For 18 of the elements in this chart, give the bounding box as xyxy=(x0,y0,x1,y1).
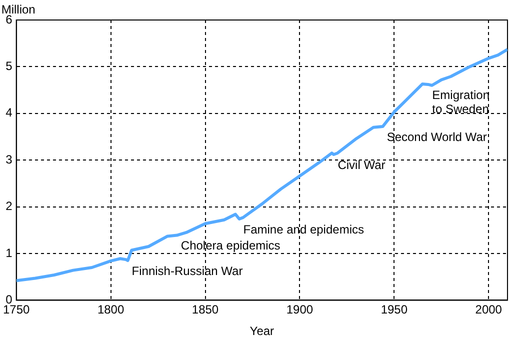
y-tick-label: 3 xyxy=(6,152,13,166)
y-tick-label: 4 xyxy=(6,106,13,120)
annotation: Civil War xyxy=(338,158,386,172)
x-tick-label: 2000 xyxy=(475,302,502,317)
annotation: Finnish-Russian War xyxy=(132,264,243,278)
y-tick-label: 2 xyxy=(6,199,13,214)
x-tick-label: 1850 xyxy=(192,302,219,317)
x-axis-title: Year xyxy=(250,324,274,338)
x-tick-label: 1950 xyxy=(380,302,408,317)
annotation: Cholera epidemics xyxy=(180,238,280,253)
x-tick-label: 1800 xyxy=(97,302,124,317)
y-tick-label: 5 xyxy=(6,59,13,74)
x-tick-label: 1900 xyxy=(286,302,314,317)
annotation: Second World War xyxy=(386,130,487,144)
x-tick-label: 1750 xyxy=(2,302,30,317)
annotation: Famine and epidemics xyxy=(243,222,364,236)
y-tick-label: 1 xyxy=(6,246,13,260)
annotation: Emigration to Sweden xyxy=(432,88,490,116)
